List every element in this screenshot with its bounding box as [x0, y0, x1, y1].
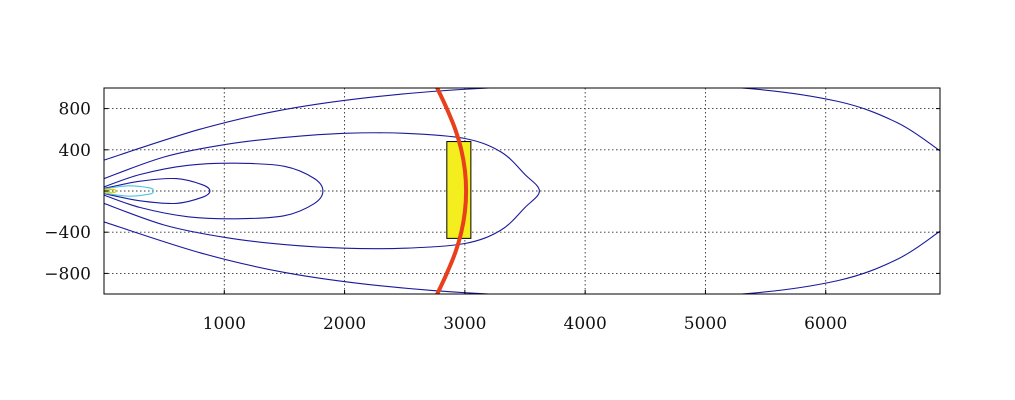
- series-group: [104, 88, 940, 294]
- series-contour-inner: [104, 177, 211, 205]
- y-tick-label: −800: [44, 264, 91, 284]
- x-tick-label: 3000: [443, 314, 486, 334]
- series-contour-peak: [104, 188, 117, 194]
- series-contour-core: [104, 185, 154, 197]
- series-contour-lower: [104, 221, 940, 294]
- x-tick-label: 5000: [684, 314, 727, 334]
- x-tick-label: 2000: [323, 314, 366, 334]
- x-tick-label: 4000: [564, 314, 607, 334]
- x-tick-label: 1000: [203, 314, 246, 334]
- y-tick-label: 400: [59, 141, 91, 161]
- x-tick-label: 6000: [804, 314, 847, 334]
- plot-frame: [103, 87, 941, 295]
- ticks-layer: 1000 2000 3000 4000 5000 6000 800 400 −400 −800: [44, 100, 940, 334]
- series-contour-mid: [104, 162, 324, 220]
- marks-layer: [104, 88, 940, 294]
- series-contour-upper: [104, 88, 940, 161]
- series-front-line: [435, 88, 469, 294]
- y-tick-label: 800: [59, 100, 91, 120]
- y-tick-label: −400: [44, 223, 91, 243]
- grid-layer: [104, 88, 940, 294]
- series-contour-outer: [104, 132, 540, 250]
